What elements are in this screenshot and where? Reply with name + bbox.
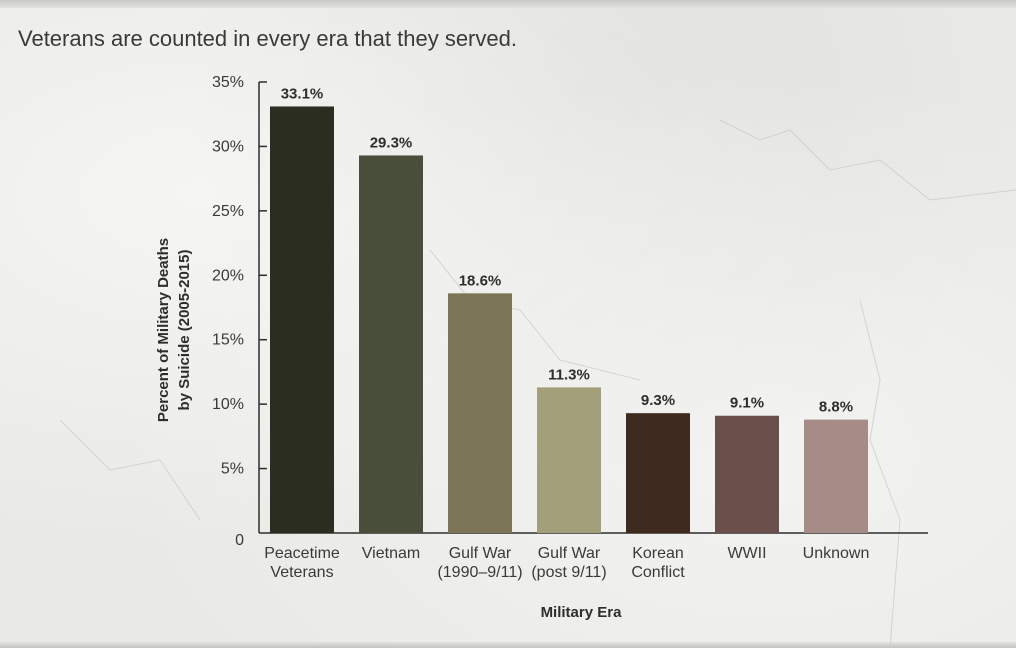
bar	[804, 419, 868, 533]
category-label: Gulf War	[449, 545, 512, 562]
category-label: Gulf War	[538, 545, 601, 562]
category-label: Peacetime	[264, 545, 340, 562]
y-tick-label: 25%	[212, 203, 244, 220]
category-label: (1990–9/11)	[437, 564, 522, 581]
value-label: 11.3%	[548, 366, 590, 383]
bar	[448, 293, 512, 533]
value-label: 18.6%	[459, 272, 502, 289]
y-tick-label: 10%	[212, 396, 244, 413]
category-label: (post 9/11)	[531, 564, 606, 581]
y-axis-title: Percent of Military Deaths by Suicide (20…	[155, 238, 193, 422]
y-tick-label: 5%	[221, 461, 244, 478]
bar	[359, 155, 423, 533]
value-label: 29.3%	[370, 134, 413, 151]
bars	[270, 106, 868, 534]
bar	[715, 415, 779, 533]
y-tick-label: 15%	[212, 332, 244, 349]
top-edge	[0, 0, 1016, 8]
category-label: Unknown	[803, 545, 870, 562]
value-label: 9.1%	[730, 395, 764, 412]
category-label: Korean	[632, 545, 684, 562]
labels: 33.1% Peacetime Veterans 29.3% Vietnam 18.6% G…	[155, 85, 869, 621]
x-axis-title: Military Era	[541, 604, 623, 621]
category-label: Vietnam	[362, 545, 420, 562]
chart-subtitle: Veterans are counted in every era that t…	[18, 26, 517, 51]
y-axis-title-line: Percent of Military Deaths	[155, 238, 172, 422]
category-label: WWII	[727, 545, 766, 562]
y-tick-label: 35%	[212, 74, 244, 91]
bottom-edge	[0, 642, 1016, 648]
background-cracks	[59, 119, 1016, 648]
category-label: Conflict	[631, 564, 685, 581]
bar	[270, 106, 334, 534]
y-axis-title-line: by Suicide (2005-2015)	[176, 250, 193, 411]
y-tick-label: 0	[235, 532, 244, 549]
category-label: Veterans	[270, 564, 333, 581]
bar	[626, 413, 690, 533]
value-label: 8.8%	[819, 399, 853, 416]
bar	[537, 387, 601, 533]
value-label: 9.3%	[641, 392, 675, 409]
y-tick-label: 20%	[212, 267, 244, 284]
value-label: 33.1%	[281, 85, 324, 102]
y-tick-label: 30%	[212, 138, 244, 155]
